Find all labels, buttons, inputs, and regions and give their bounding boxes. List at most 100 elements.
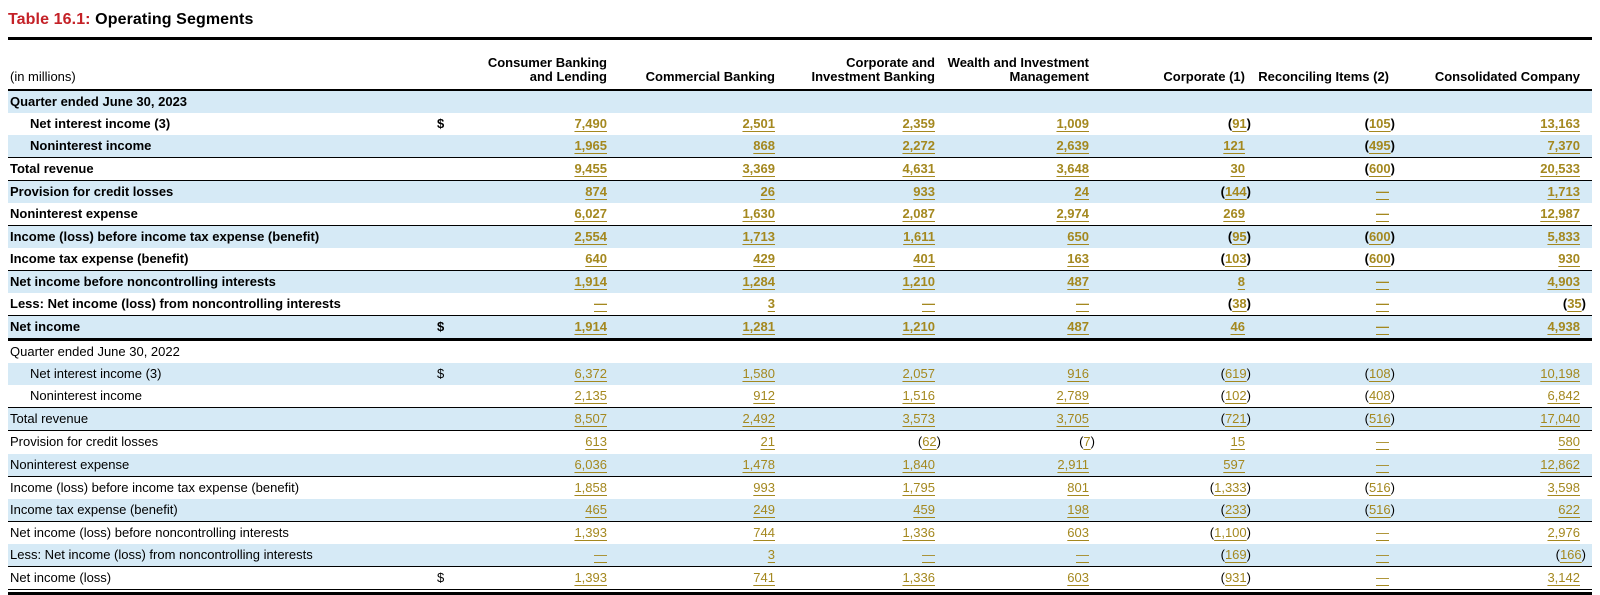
close-paren: ) [1390,388,1395,404]
table-row: Net income (loss) before noncontrolling … [8,520,1592,544]
value-text: 12,987 [1540,206,1580,222]
open-paren: ( [1220,501,1225,517]
value-cell: — [1257,293,1401,316]
value-cell: (62) [787,430,947,454]
value-cell: 8,507 [471,407,619,431]
value-cell: (166) [1401,543,1592,567]
row-label: Net interest income (3) [30,116,171,132]
value-text: 30 [1230,161,1245,177]
value-text: 1,580 [742,366,775,382]
value-cell: (721) [1101,407,1257,431]
value-text: — [1376,569,1389,585]
value-cell: 17,040 [1401,407,1592,431]
value-text: 9,455 [574,161,607,177]
value-cell: 163 [947,248,1101,271]
value-text: 874 [585,184,607,200]
value-text: 1,284 [742,274,775,290]
table-title-text: Operating Segments [95,11,254,28]
dollar-sign [433,543,471,567]
value-text: 7 [1083,434,1091,450]
value-cell: — [1257,453,1401,477]
value-text: 38 [1232,296,1247,312]
value-cell: (1,100) [1101,520,1257,544]
value-text: 4,938 [1547,319,1580,335]
table-number-label: Table 16.1: [8,11,91,28]
open-paren: ( [1220,251,1225,267]
value-cell: (105) [1257,113,1401,135]
value-cell: (38) [1101,293,1257,316]
value-text: 1,009 [1056,116,1089,132]
value-cell: 198 [947,498,1101,522]
open-paren: ( [1364,116,1369,132]
value-text: 600 [1368,229,1391,245]
value-cell: 2,789 [947,385,1101,408]
value-text: — [1376,434,1389,450]
value-text: 2,974 [1056,206,1089,222]
dollar-sign [433,453,471,477]
value-text: 487 [1067,274,1089,290]
table-row: Noninterest expense 6,036 1,478 1,840 2,911 5… [8,453,1592,477]
value-text: 15 [1230,434,1245,450]
table-row: Net income (loss) $1,393 741 1,336 603 (931) —… [8,565,1592,590]
value-text: 6,027 [574,206,607,222]
value-cell: 20,533 [1401,157,1592,181]
open-paren: ( [1209,479,1215,495]
close-paren: ) [1390,251,1395,267]
value-cell: 741 [619,565,787,590]
value-text: 2,087 [902,206,935,222]
value-text: 7,490 [574,116,607,132]
close-paren: ) [1246,388,1251,404]
value-cell: 2,911 [947,453,1101,477]
value-cell: (931) [1101,565,1257,590]
value-cell: 930 [1401,248,1592,271]
row-label: Income (loss) before income tax expense … [8,475,433,499]
close-paren: ) [1246,546,1251,562]
value-cell: 9,455 [471,157,619,181]
close-paren: ) [1390,161,1395,177]
value-text: — [1376,319,1389,335]
value-text: 13,163 [1540,116,1580,132]
section-heading: Quarter ended June 30, 2023 [8,90,1592,114]
row-label: Net income before noncontrolling interes… [8,270,433,294]
open-paren: ( [1220,388,1225,404]
value-text: — [1376,206,1389,222]
operating-segments-table: (in millions) Consumer Banking and Lendi… [8,40,1592,590]
value-cell: 868 [619,135,787,158]
value-text: — [922,296,935,312]
open-paren: ( [1364,388,1369,404]
value-cell: (91) [1101,113,1257,135]
value-cell: 2,087 [787,203,947,226]
value-cell: 6,842 [1401,385,1592,408]
table-row: Provision for credit losses 613 21 (62) (7) 1… [8,430,1592,454]
table-row: Income tax expense (benefit) 640 429 401 163… [8,248,1592,271]
value-cell: 24 [947,180,1101,204]
value-cell: 1,009 [947,113,1101,135]
value-text: 2,492 [742,411,775,427]
row-label: Income tax expense (benefit) [10,251,189,267]
value-text: 2,911 [1057,456,1089,472]
value-text: 103 [1224,251,1247,267]
value-text: 1,840 [902,456,935,472]
value-cell: 993 [619,475,787,499]
open-paren: ( [1364,229,1369,245]
value-cell: 1,914 [471,315,619,342]
value-text: 622 [1558,501,1580,517]
table-title: Table 16.1: Operating Segments [8,0,1592,37]
value-cell: 10,198 [1401,363,1592,386]
value-text: 1,336 [902,569,935,585]
value-text: 2,554 [574,229,607,245]
column-header-commercial-banking: Commercial Banking [619,40,787,91]
close-paren: ) [1246,411,1251,427]
value-cell: 2,501 [619,113,787,135]
value-cell: 2,974 [947,203,1101,226]
value-cell: 26 [619,180,787,204]
value-text: — [1376,296,1389,312]
value-cell: 6,036 [471,453,619,477]
value-text: 2,135 [574,388,607,404]
table-row: Net income before noncontrolling interes… [8,270,1592,294]
value-cell: — [1257,565,1401,590]
value-cell: 1,795 [787,475,947,499]
value-cell: 1,393 [471,565,619,590]
dollar-sign [433,475,471,499]
